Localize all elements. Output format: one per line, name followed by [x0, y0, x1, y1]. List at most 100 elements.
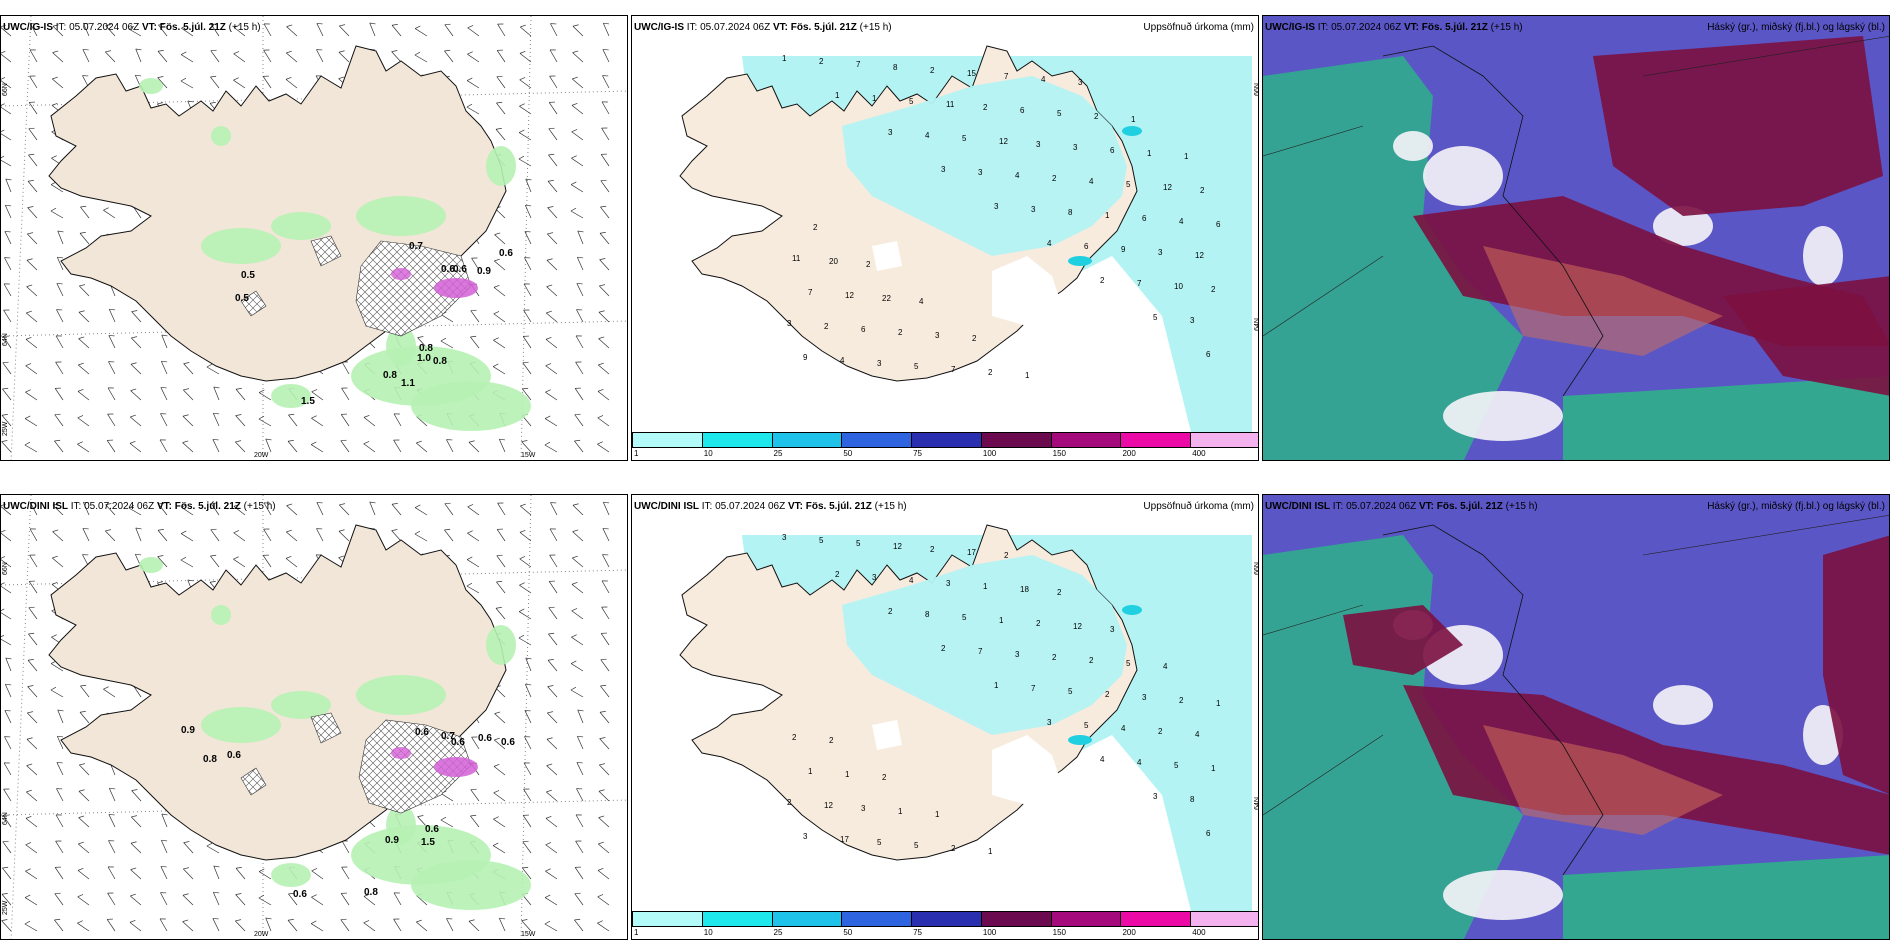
coastline [1382, 45, 1604, 397]
wind-barb [160, 839, 168, 854]
wind-barb [471, 736, 480, 750]
wind-barb [572, 50, 584, 63]
wind-barb [2, 840, 12, 854]
wind-barb [4, 231, 12, 245]
wind-barb [1, 634, 12, 646]
wind-barb [212, 412, 220, 427]
wind-barb [549, 528, 558, 542]
wind-barb [391, 529, 402, 542]
wind-barb [525, 657, 532, 672]
lead-time: (+15 h) [228, 22, 261, 33]
wind-map: 0.50.50.70.60.6 0.90.60.81.0 0.80.81.11.5 [1, 16, 627, 460]
wind-barb [546, 258, 558, 271]
precip-value-label: 5 [1153, 313, 1158, 322]
wind-barb [545, 363, 558, 375]
wind-value-label: 0.9 [477, 266, 491, 277]
wind-barb [28, 606, 38, 620]
wind-barb [393, 439, 402, 453]
wind-barb [183, 362, 194, 375]
wind-barb [160, 360, 168, 375]
wind-barb [521, 440, 532, 453]
precip-area [842, 76, 1127, 256]
wind-barb [183, 388, 194, 401]
wind-barb [338, 529, 350, 542]
wind-barb [77, 388, 90, 401]
wind-barb [599, 258, 610, 271]
wind-barb [574, 918, 584, 932]
wind-barb [597, 441, 610, 453]
precip-value-label: 2 [898, 328, 903, 337]
wind-barb [547, 206, 558, 219]
cloud-free-area [1423, 146, 1503, 206]
wind-barb [82, 49, 90, 63]
colorbar-swatch [701, 432, 773, 448]
precip-heavy [434, 757, 478, 777]
wind-barb [56, 256, 64, 271]
wind-barb [498, 438, 506, 453]
wind-barb [77, 920, 90, 932]
colorbar-tick-label: 150 [1052, 928, 1067, 937]
wind-barb [287, 440, 298, 453]
wind-barb [519, 103, 532, 115]
colorbar-swatch [980, 432, 1052, 448]
precip-value-label: 2 [1100, 276, 1105, 285]
precip-value-label: 2 [930, 66, 935, 75]
wind-barb [493, 284, 506, 297]
wind-barb [548, 580, 558, 594]
wind-barb [466, 582, 480, 594]
wind-barb [493, 763, 506, 776]
wind-barb [571, 634, 584, 646]
colorbar-tick-label: 75 [913, 928, 923, 937]
precip-value-label: 2 [888, 607, 893, 616]
wind-barb [493, 311, 506, 323]
valid-time: Fös. 5.júl. 21Z [159, 22, 226, 33]
precip-value-label: 1 [999, 616, 1004, 625]
wind-barb [470, 788, 480, 802]
grid-line [1, 320, 627, 337]
wind-barb [440, 337, 454, 349]
precip-area [211, 126, 231, 146]
wind-value-label: 0.5 [235, 293, 249, 304]
wind-barb [519, 77, 532, 89]
precip-value-label: 5 [819, 536, 824, 545]
wind-barb [157, 555, 168, 568]
precip-value-label: 2 [951, 844, 956, 853]
wind-barb [129, 919, 142, 932]
precip-value-label: 1 [935, 810, 940, 819]
precip-value-label: 2 [1052, 653, 1057, 662]
wind-barb [233, 24, 246, 37]
wind-barb [369, 501, 376, 516]
wind-barb [235, 388, 246, 401]
init-time: 05.07.2024 06Z [715, 501, 786, 512]
wind-barb [25, 815, 38, 828]
wind-barb [57, 709, 64, 724]
wind-barb [576, 283, 584, 297]
wind-barb [180, 556, 194, 568]
precip-value-label: 2 [1211, 285, 1216, 294]
wind-barb [3, 762, 12, 776]
wind-barb [210, 49, 220, 63]
precip-value-label: 12 [999, 137, 1008, 146]
wind-barb [160, 892, 168, 906]
wind-barb [263, 23, 272, 37]
wind-value-label: 0.8 [419, 343, 433, 354]
wind-barb [182, 414, 194, 427]
wind-barb [341, 866, 350, 880]
wind-barb [494, 711, 506, 724]
precip-moderate [1068, 735, 1092, 745]
precip-value-label: 6 [1206, 350, 1211, 359]
precip-value-label: 3 [1153, 792, 1158, 801]
wind-barb [1, 50, 12, 63]
wind-barb [492, 842, 506, 854]
glacier-hatch [311, 713, 341, 743]
wind-barb [52, 24, 64, 37]
wind-barb [393, 918, 402, 932]
wind-barb [2, 335, 12, 349]
precip-value-label: 7 [808, 288, 813, 297]
wind-barb [135, 527, 142, 542]
wind-barb [444, 23, 454, 37]
wind-barb [287, 919, 298, 932]
wind-barb [79, 232, 90, 245]
cloud-free-area [1803, 226, 1843, 286]
wind-barb [601, 580, 610, 594]
